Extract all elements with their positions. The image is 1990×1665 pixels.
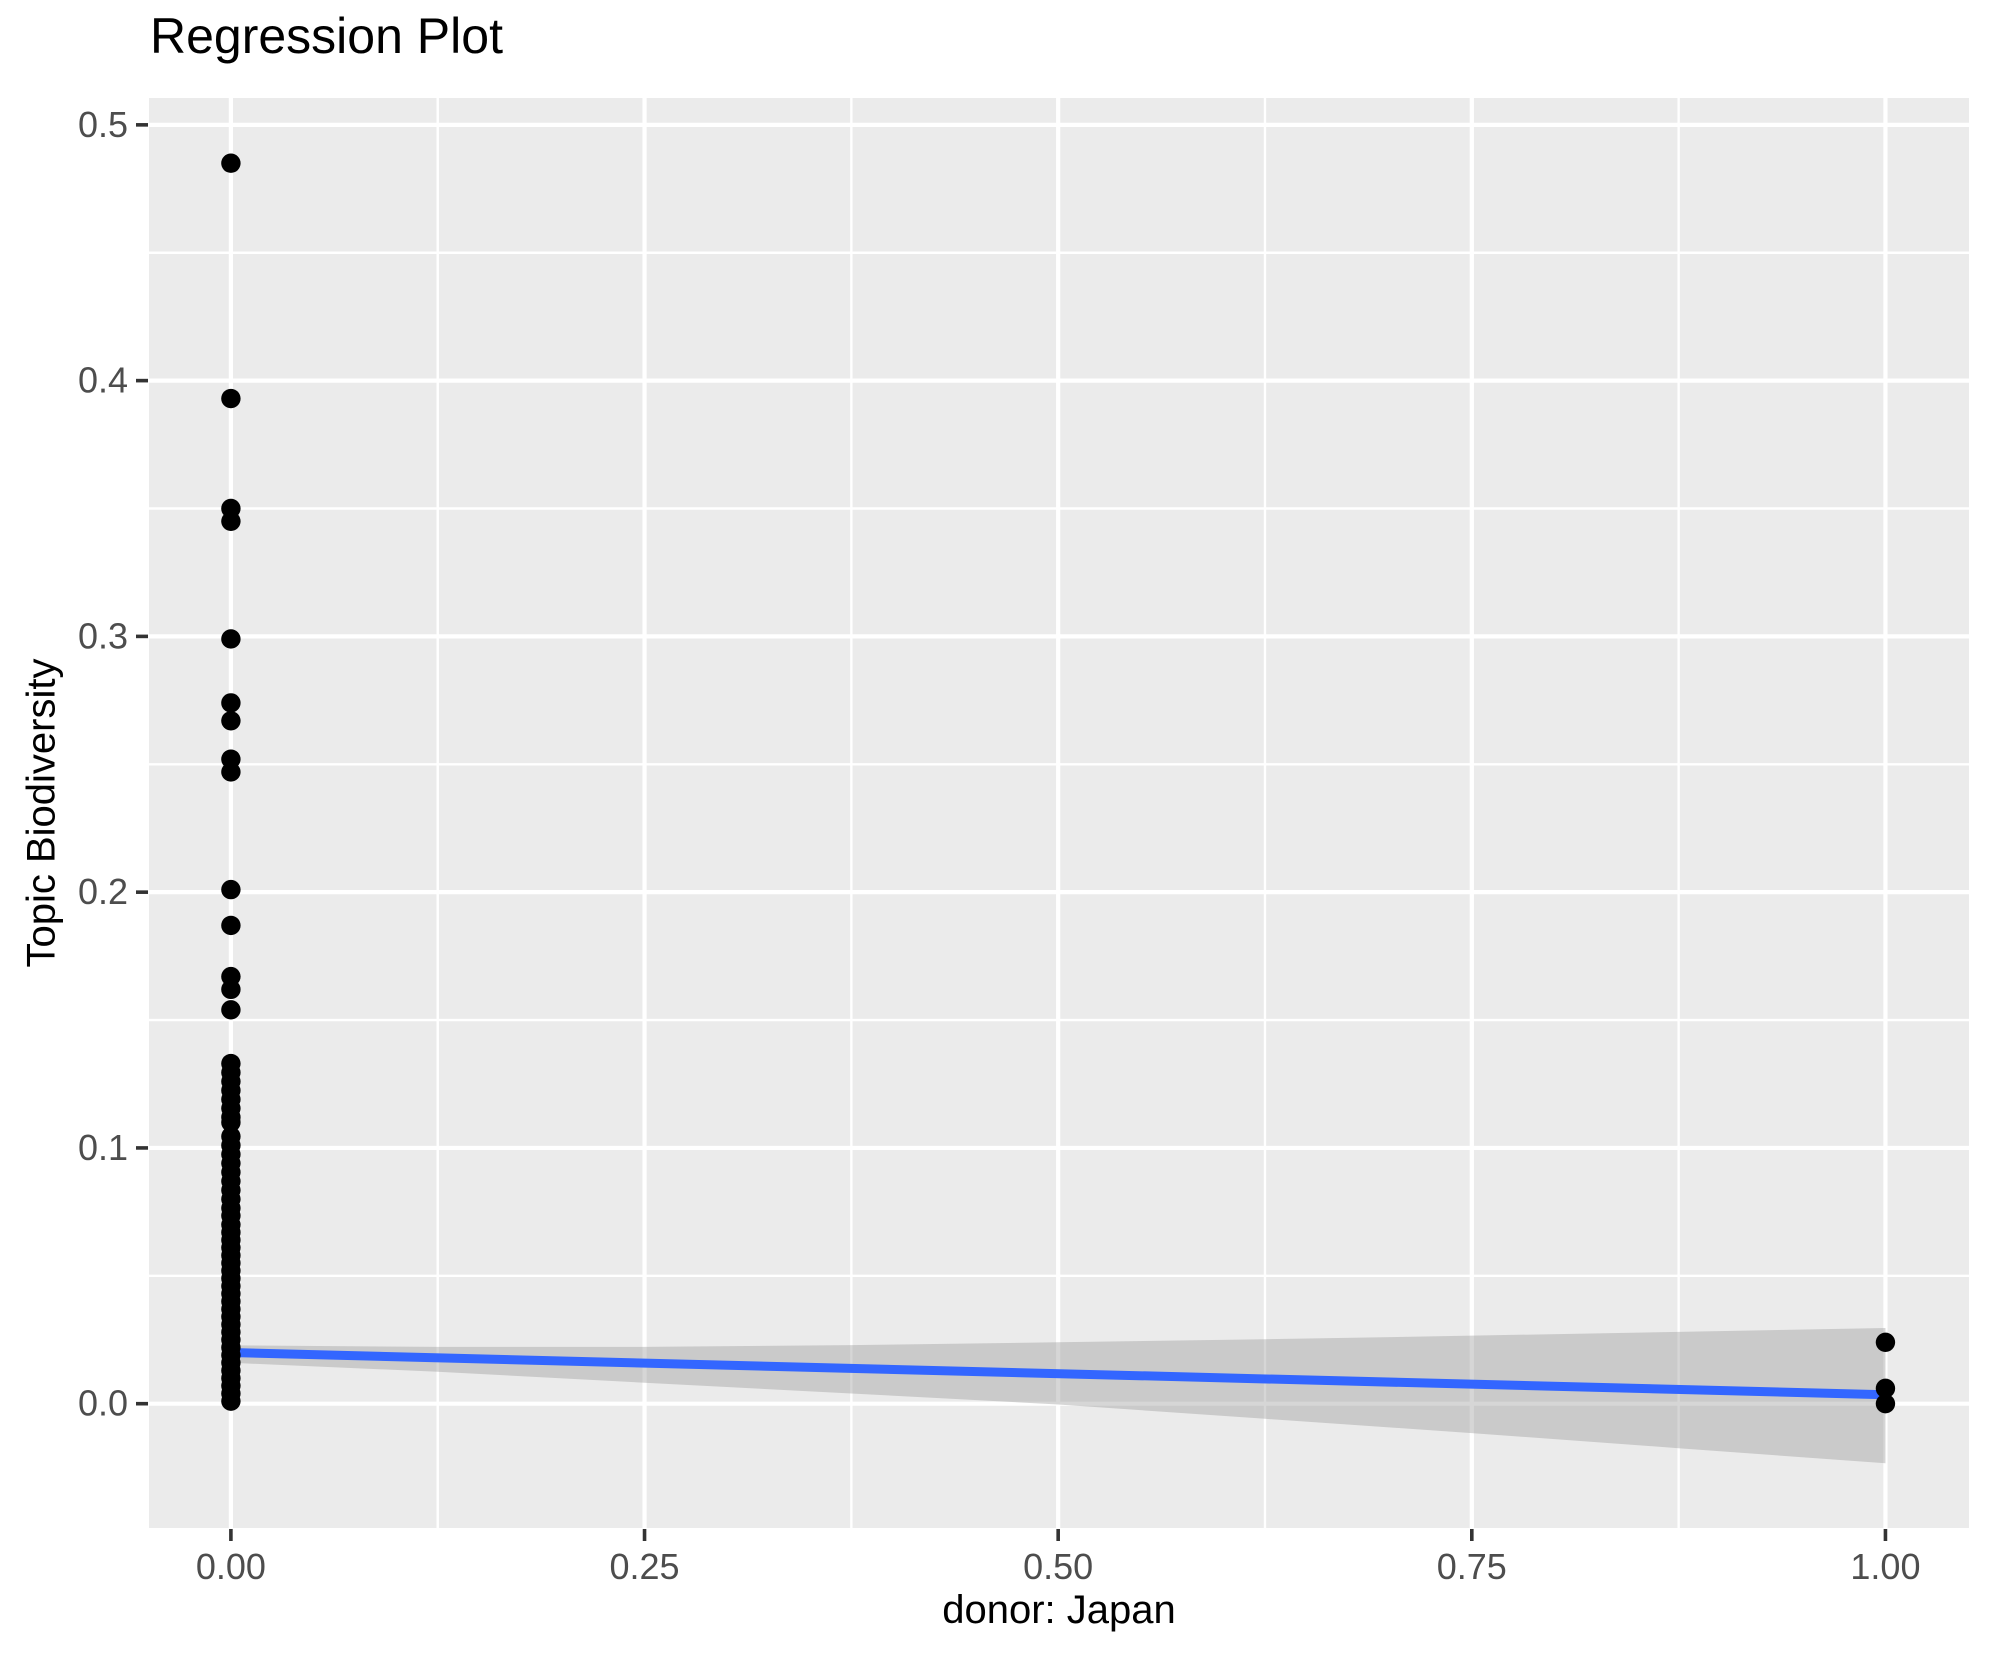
data-point <box>221 1112 241 1133</box>
data-point <box>221 153 241 173</box>
y-tick-label: 0.1 <box>78 1127 128 1168</box>
regression-line <box>230 1348 1886 1400</box>
x-tick-label: 0.00 <box>196 1546 266 1587</box>
data-point <box>221 915 241 936</box>
y-axis-title: Topic Biodiversity <box>19 658 64 968</box>
x-tick-label: 0.50 <box>1023 1546 1093 1587</box>
data-point <box>221 1000 241 1020</box>
x-tick-label: 1.00 <box>1850 1546 1920 1587</box>
data-point <box>221 511 241 531</box>
data-point <box>221 879 241 900</box>
y-tick-label: 0.2 <box>78 871 128 912</box>
y-tick-label: 0.5 <box>78 104 128 145</box>
x-tick-label: 0.25 <box>609 1546 679 1587</box>
data-point <box>221 388 241 409</box>
y-tick-label: 0.3 <box>78 615 128 656</box>
plot-title: Regression Plot <box>150 8 503 64</box>
data-point <box>221 693 241 713</box>
x-axis-title: donor: Japan <box>942 1588 1176 1632</box>
data-point <box>221 1391 241 1411</box>
data-point <box>1875 1378 1896 1399</box>
y-tick-label: 0.0 <box>78 1383 128 1424</box>
data-point <box>221 711 241 731</box>
x-tick-label: 0.75 <box>1437 1546 1507 1587</box>
data-point <box>221 629 241 649</box>
y-tick-label: 0.4 <box>78 360 128 401</box>
data-point <box>1875 1393 1896 1414</box>
data-point <box>1875 1332 1896 1353</box>
data-point <box>221 979 241 1000</box>
data-point <box>221 762 241 782</box>
